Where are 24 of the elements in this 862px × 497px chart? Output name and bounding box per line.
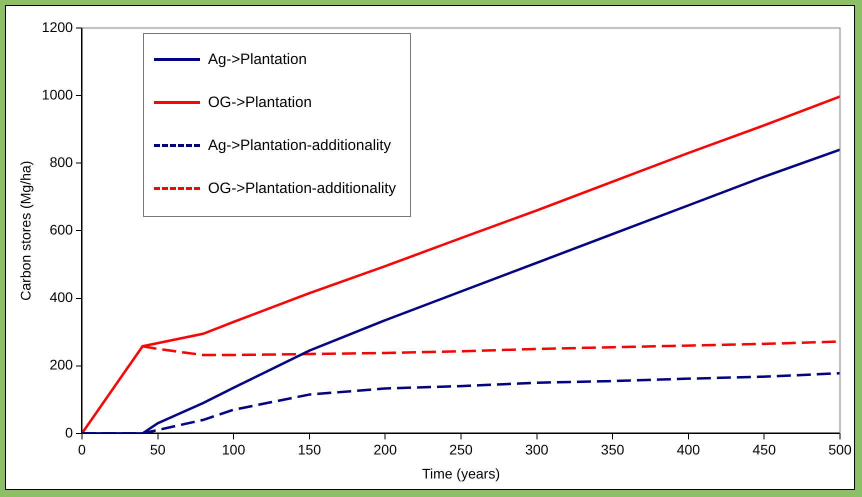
x-tick-label: 250 (449, 442, 473, 458)
x-tick-label: 400 (676, 442, 700, 458)
y-tick-label: 600 (50, 222, 74, 238)
legend-label: OG->Plantation (208, 94, 312, 111)
x-tick-label: 200 (373, 442, 398, 458)
x-tick-label: 50 (150, 442, 166, 458)
y-tick-label: 1200 (42, 18, 74, 35)
x-tick-label: 450 (752, 442, 776, 458)
legend-label: Ag->Plantation (208, 51, 307, 68)
x-tick-label: 350 (600, 442, 624, 458)
x-tick-label: 0 (78, 442, 86, 458)
y-tick-label: 200 (50, 356, 74, 373)
y-tick-label: 0 (65, 424, 74, 440)
x-tick-label: 150 (298, 442, 322, 458)
x-axis-title: Time (years) (422, 465, 500, 482)
x-tick-label: 300 (525, 442, 549, 458)
legend-label: OG->Plantation-additionality (208, 180, 396, 197)
y-tick-label: 400 (50, 289, 74, 306)
x-tick-label: 100 (222, 442, 246, 458)
x-tick-label: 500 (828, 442, 852, 458)
y-tick-label: 1000 (42, 86, 74, 102)
legend-label: Ag->Plantation-additionality (208, 137, 392, 154)
y-tick-label: 800 (50, 154, 74, 170)
y-axis-title: Carbon stores (Mg/ha) (17, 160, 34, 301)
